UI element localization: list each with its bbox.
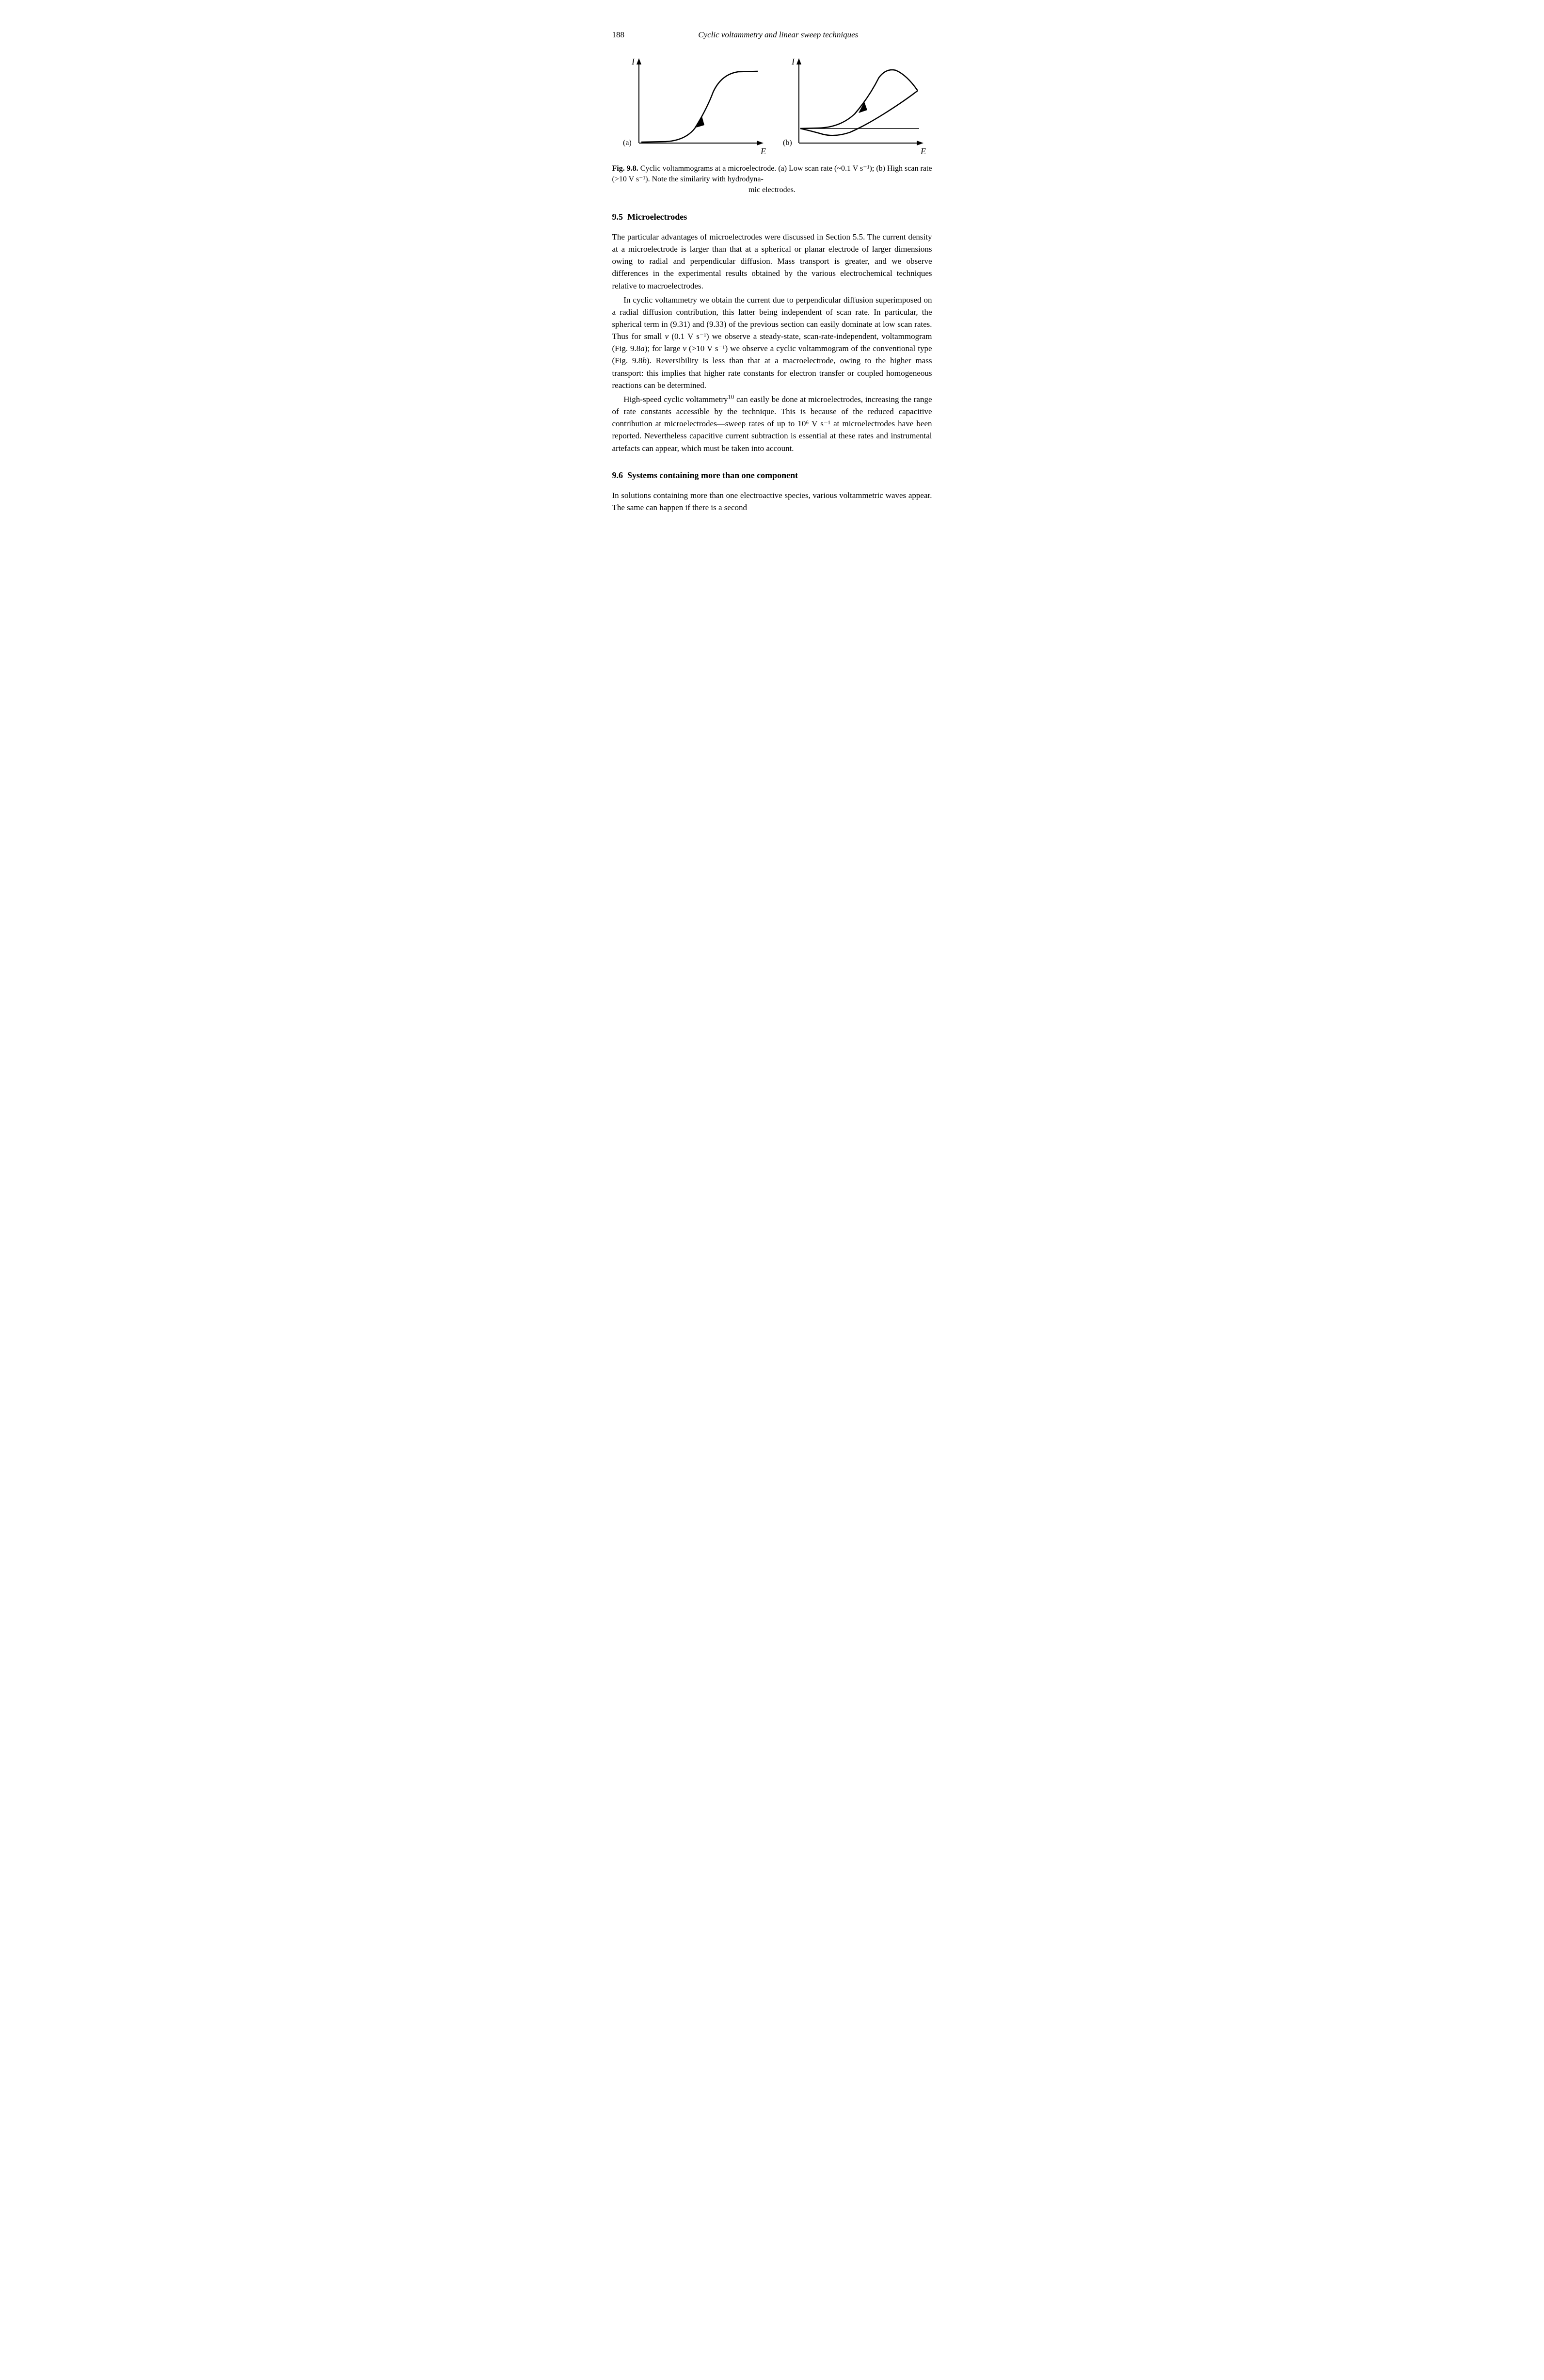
page-number: 188 <box>612 29 625 41</box>
section-title-9-5: Microelectrodes <box>627 212 687 222</box>
y-axis-label-a: I <box>631 57 635 66</box>
figure-caption-label: Fig. 9.8. <box>612 164 638 173</box>
para-9-6-1: In solutions containing more than one el… <box>612 489 932 514</box>
section-heading-9-6: 9.6 Systems containing more than one com… <box>612 469 932 482</box>
figure-panel-b: I E (b) <box>777 56 927 158</box>
figure-caption: Fig. 9.8. Cyclic voltammograms at a micr… <box>612 163 932 196</box>
running-title: Cyclic voltammetry and linear sweep tech… <box>624 29 932 41</box>
section-number-9-5: 9.5 <box>612 212 623 222</box>
figure-caption-text-2: mic electrodes. <box>612 185 932 195</box>
page-header: 188 Cyclic voltammetry and linear sweep … <box>612 29 932 41</box>
para-9-5-1: The particular advantages of microelectr… <box>612 231 932 292</box>
figure-9-8: I E (a) I E (b) <box>612 56 932 158</box>
y-axis-label-b: I <box>791 57 795 66</box>
para-9-5-3: High-speed cyclic voltammetry10 can easi… <box>612 393 932 454</box>
panel-label-a: (a) <box>623 139 632 147</box>
panel-label-b: (b) <box>783 139 792 147</box>
x-axis-label-a: E <box>760 146 766 156</box>
figure-panel-a: I E (a) <box>617 56 767 158</box>
section-heading-9-5: 9.5 Microelectrodes <box>612 210 932 223</box>
section-number-9-6: 9.6 <box>612 470 623 480</box>
x-axis-label-b: E <box>920 146 926 156</box>
section-title-9-6: Systems containing more than one compone… <box>627 470 798 480</box>
figure-caption-text-1: Cyclic voltammograms at a microelectrode… <box>612 164 932 183</box>
para-9-5-2: In cyclic voltammetry we obtain the curr… <box>612 294 932 391</box>
